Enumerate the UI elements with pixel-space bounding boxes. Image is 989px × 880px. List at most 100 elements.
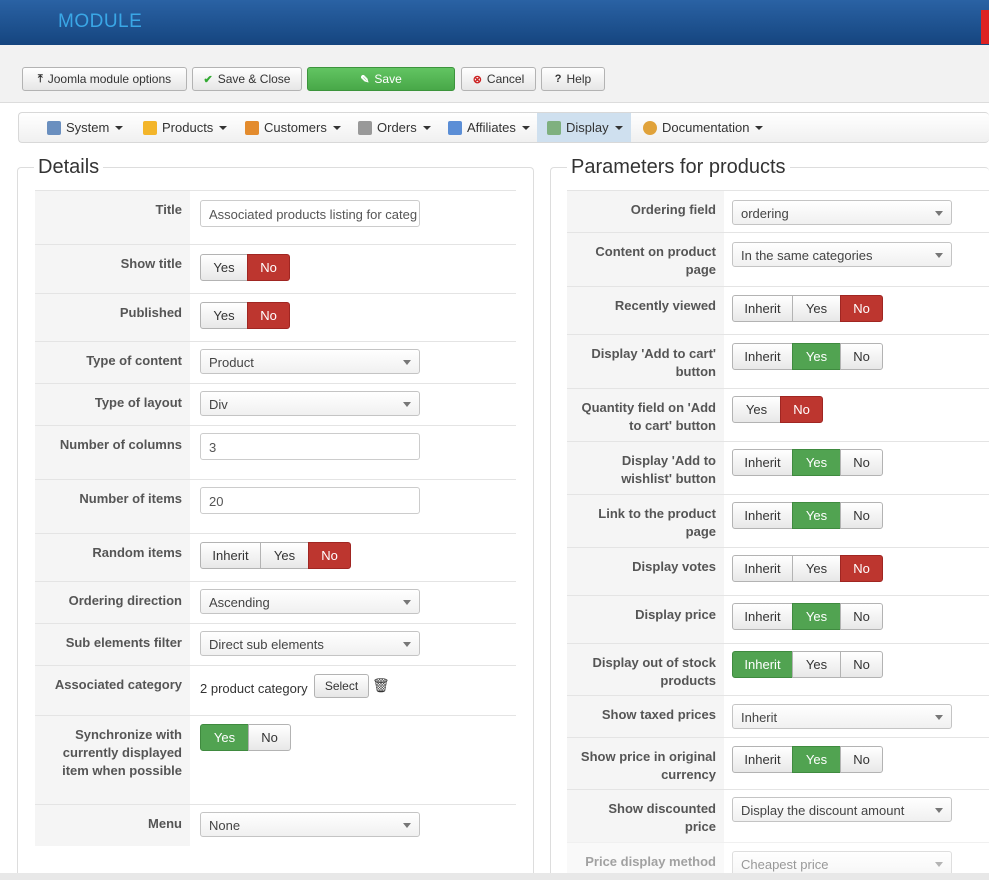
inherit-option[interactable]: Inherit xyxy=(732,555,793,582)
help-button[interactable]: ? Help xyxy=(541,67,605,91)
menu-select[interactable]: None xyxy=(200,812,420,837)
inherit-option[interactable]: Inherit xyxy=(200,542,261,569)
ordering-field-select[interactable]: ordering xyxy=(732,200,952,225)
no-option[interactable]: No xyxy=(248,724,291,751)
yes-option[interactable]: Yes xyxy=(200,254,248,281)
row-out-stock: Display out of stock products Inherit Ye… xyxy=(567,643,989,695)
no-option[interactable]: No xyxy=(247,254,290,281)
params-legend: Parameters for products xyxy=(567,156,790,179)
row-votes: Display votes Inherit Yes No xyxy=(567,547,989,595)
row-type-layout: Type of layout Div xyxy=(35,383,516,425)
row-type-content: Type of content Product xyxy=(35,341,516,383)
recently-viewed-toggle: Inherit Yes No xyxy=(732,295,883,322)
chevron-down-icon xyxy=(935,862,943,867)
field-label: Display 'Add to cart' button xyxy=(567,335,724,388)
joomla-options-button[interactable]: ⤒ Joomla module options xyxy=(22,67,187,91)
menu-orders[interactable]: Orders xyxy=(358,113,431,142)
no-option[interactable]: No xyxy=(840,449,883,476)
affiliates-icon xyxy=(448,120,462,135)
yes-option[interactable]: Yes xyxy=(792,449,841,476)
row-qty-field: Quantity field on 'Add to cart' button Y… xyxy=(567,388,989,441)
yes-option[interactable]: Yes xyxy=(200,724,249,751)
no-option[interactable]: No xyxy=(840,555,883,582)
inherit-option[interactable]: Inherit xyxy=(732,343,793,370)
no-option[interactable]: No xyxy=(840,295,883,322)
chevron-down-icon xyxy=(935,253,943,258)
discounted-select[interactable]: Display the discount amount xyxy=(732,797,952,822)
check-icon: ✔ xyxy=(203,73,213,86)
chevron-down-icon xyxy=(403,360,411,365)
field-label: Show taxed prices xyxy=(567,696,724,737)
caret-icon xyxy=(219,125,228,130)
title-input[interactable]: Associated products listing for categ xyxy=(200,200,420,227)
field-label: Number of items xyxy=(35,480,190,533)
cancel-button[interactable]: ⊗ Cancel xyxy=(461,67,536,91)
yes-option[interactable]: Yes xyxy=(260,542,309,569)
inherit-option[interactable]: Inherit xyxy=(732,502,793,529)
type-layout-select[interactable]: Div xyxy=(200,391,420,416)
trash-icon[interactable]: 🗑 xyxy=(372,677,390,693)
edit-icon: ✎ xyxy=(360,73,370,86)
price-method-select[interactable]: Cheapest price xyxy=(732,851,952,876)
inherit-option[interactable]: Inherit xyxy=(732,651,793,678)
random-items-toggle: Inherit Yes No xyxy=(200,542,351,569)
menu-affiliates[interactable]: Affiliates xyxy=(448,113,530,142)
link-product-toggle: Inherit Yes No xyxy=(732,502,883,529)
no-option[interactable]: No xyxy=(247,302,290,329)
field-label: Title xyxy=(35,191,190,244)
inherit-option[interactable]: Inherit xyxy=(732,449,793,476)
field-label: Content on product page xyxy=(567,233,724,286)
yes-option[interactable]: Yes xyxy=(792,555,841,582)
row-title: Title Associated products listing for ca… xyxy=(35,190,516,244)
row-link-product: Link to the product page Inherit Yes No xyxy=(567,494,989,547)
yes-option[interactable]: Yes xyxy=(792,502,841,529)
row-add-cart: Display 'Add to cart' button Inherit Yes… xyxy=(567,334,989,388)
caret-icon xyxy=(755,125,764,130)
chevron-down-icon xyxy=(403,642,411,647)
content-page-select[interactable]: In the same categories xyxy=(732,242,952,267)
sub-filter-select[interactable]: Direct sub elements xyxy=(200,631,420,656)
no-option[interactable]: No xyxy=(308,542,351,569)
save-button[interactable]: ✎ Save xyxy=(307,67,455,91)
menu-system[interactable]: System xyxy=(47,113,124,142)
row-random-items: Random items Inherit Yes No xyxy=(35,533,516,581)
chevron-down-icon xyxy=(403,823,411,828)
field-label: Recently viewed xyxy=(567,287,724,334)
inherit-option[interactable]: Inherit xyxy=(732,603,793,630)
field-label: Number of columns xyxy=(35,426,190,479)
menu-products[interactable]: Products xyxy=(143,113,228,142)
no-option[interactable]: No xyxy=(840,502,883,529)
row-taxed: Show taxed prices Inherit xyxy=(567,695,989,737)
ordering-direction-select[interactable]: Ascending xyxy=(200,589,420,614)
row-num-items: Number of items 20 xyxy=(35,479,516,533)
yes-option[interactable]: Yes xyxy=(792,295,841,322)
taxed-select[interactable]: Inherit xyxy=(732,704,952,729)
no-option[interactable]: No xyxy=(840,651,883,678)
inherit-option[interactable]: Inherit xyxy=(732,295,793,322)
menu-display[interactable]: Display xyxy=(537,113,631,142)
yes-option[interactable]: Yes xyxy=(792,603,841,630)
yes-option[interactable]: Yes xyxy=(792,343,841,370)
field-label: Ordering direction xyxy=(35,582,190,623)
field-label: Ordering field xyxy=(567,191,724,232)
inherit-option[interactable]: Inherit xyxy=(732,746,793,773)
field-label: Menu xyxy=(35,805,190,846)
no-option[interactable]: No xyxy=(780,396,823,423)
menu-documentation[interactable]: Documentation xyxy=(643,113,764,142)
num-columns-input[interactable]: 3 xyxy=(200,433,420,460)
no-option[interactable]: No xyxy=(840,603,883,630)
yes-option[interactable]: Yes xyxy=(792,746,841,773)
menu-customers[interactable]: Customers xyxy=(245,113,341,142)
yes-option[interactable]: Yes xyxy=(792,651,841,678)
select-button[interactable]: Select xyxy=(314,674,369,698)
field-label: Show discounted price xyxy=(567,790,724,842)
num-items-input[interactable]: 20 xyxy=(200,487,420,514)
yes-option[interactable]: Yes xyxy=(732,396,781,423)
yes-option[interactable]: Yes xyxy=(200,302,248,329)
save-close-button[interactable]: ✔ Save & Close xyxy=(192,67,302,91)
no-option[interactable]: No xyxy=(840,746,883,773)
row-synchronize: Synchronize with currently displayed ite… xyxy=(35,715,516,804)
no-option[interactable]: No xyxy=(840,343,883,370)
type-content-select[interactable]: Product xyxy=(200,349,420,374)
row-orig-currency: Show price in original currency Inherit … xyxy=(567,737,989,789)
